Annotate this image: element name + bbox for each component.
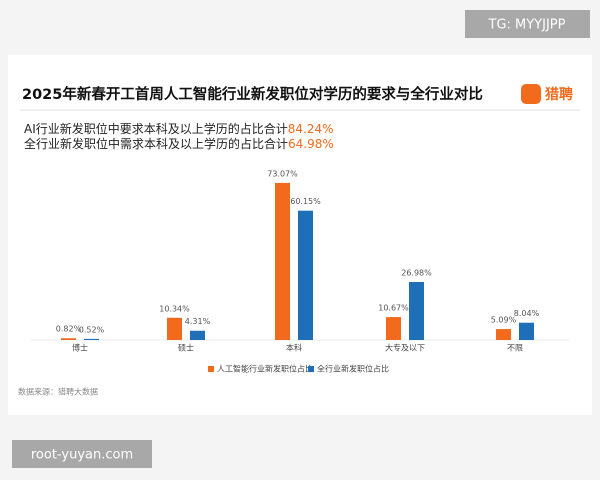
- annotation: 全行业新发职位中需求本科及以上学历的占比合计64.98%: [24, 136, 334, 151]
- value-label: 8.04%: [514, 309, 540, 318]
- value-label: 0.82%: [56, 325, 82, 334]
- source: 数据来源：猎聘大数据: [18, 387, 98, 397]
- value-label: 4.31%: [185, 317, 211, 326]
- value-label: 10.67%: [378, 304, 409, 313]
- value-label: 0.52%: [79, 325, 105, 334]
- annotation-text: 全行业新发职位中需求本科及以上学历的占比合计: [24, 136, 288, 151]
- value-label: 5.09%: [491, 316, 517, 325]
- watermark: root-yuyan.com: [31, 448, 133, 463]
- annotation: AI行业新发职位中要求本科及以上学历的占比合计84.24%: [24, 121, 334, 136]
- legend-swatch: [208, 366, 214, 372]
- watermark-box: [12, 440, 152, 468]
- legend-label: 全行业新发职位占比: [317, 364, 389, 374]
- annotation-highlight: 64.98%: [288, 137, 334, 151]
- bar: [167, 317, 182, 340]
- chart-title: 2025年新春开工首周人工智能行业新发职位对学历的要求与全行业对比: [22, 85, 483, 103]
- bar: [298, 210, 313, 340]
- bar: [84, 338, 99, 340]
- logo: 猎聘: [545, 86, 573, 103]
- annotation-text: AI行业新发职位中要求本科及以上学历的占比合计: [24, 121, 288, 136]
- x-tick-label: 本科: [286, 343, 302, 353]
- x-tick-label: 博士: [72, 343, 88, 353]
- annotation-highlight: 84.24%: [288, 122, 334, 136]
- x-tick-label: 硕士: [178, 343, 194, 353]
- x-tick-label: 不限: [507, 344, 523, 353]
- logo-icon: [521, 84, 541, 104]
- bar: [386, 317, 401, 340]
- x-tick-label: 大专及以下: [385, 343, 425, 353]
- value-label: 10.34%: [159, 304, 190, 313]
- bar: [496, 329, 511, 340]
- legend-swatch: [308, 366, 314, 372]
- bar: [409, 281, 424, 340]
- legend-label: 人工智能行业新发职位占比: [217, 364, 313, 374]
- value-label: 26.98%: [401, 268, 432, 277]
- watermark-box: [465, 10, 590, 38]
- bar: [61, 338, 76, 340]
- watermark: TG: MYYJJPP: [488, 18, 566, 33]
- value-label: 73.07%: [267, 169, 298, 178]
- value-label: 60.15%: [290, 197, 321, 206]
- bar: [275, 182, 290, 340]
- bar: [190, 330, 205, 340]
- bar: [519, 322, 534, 340]
